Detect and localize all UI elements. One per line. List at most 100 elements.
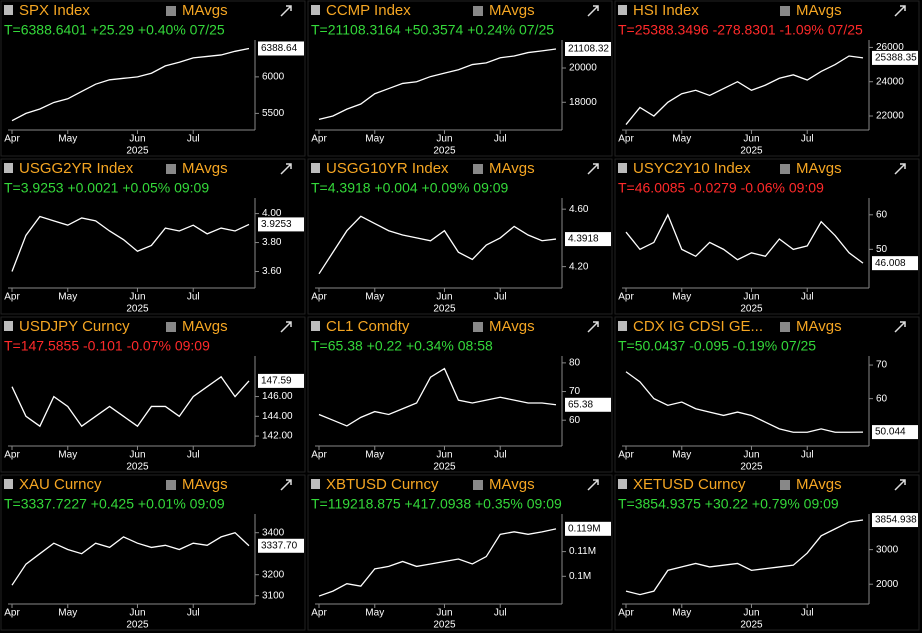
x-tick-label: May: [58, 134, 77, 145]
x-tick-label: Jun: [743, 608, 759, 619]
legend-text[interactable]: MAvgs: [182, 318, 228, 335]
y-tick-label: 22000: [876, 111, 904, 122]
panel-title[interactable]: USGG2YR Index: [19, 160, 134, 177]
legend-text[interactable]: MAvgs: [796, 160, 842, 177]
last-value-box: [565, 521, 611, 536]
panel-title[interactable]: HSI Index: [633, 2, 699, 19]
legend-text[interactable]: MAvgs: [796, 318, 842, 335]
legend-text[interactable]: MAvgs: [489, 160, 535, 177]
x-tick-label: Jul: [801, 292, 814, 303]
x-axis-label: 2025: [740, 620, 763, 631]
expand-icon[interactable]: [587, 321, 599, 333]
expand-icon[interactable]: [280, 479, 292, 491]
last-value-label: 25388.35: [875, 53, 917, 64]
legend-swatch: [166, 6, 176, 16]
x-tick-label: May: [365, 450, 384, 461]
legend-text[interactable]: MAvgs: [489, 476, 535, 493]
title-marker: [4, 163, 13, 173]
x-tick-label: Jun: [743, 292, 759, 303]
last-value-label: 3854.938: [875, 515, 917, 526]
x-tick-label: May: [365, 134, 384, 145]
expand-icon[interactable]: [894, 5, 906, 17]
expand-icon[interactable]: [894, 163, 906, 175]
legend-swatch: [166, 480, 176, 490]
price-line: [318, 528, 557, 597]
y-tick-label: 0.1M: [569, 571, 591, 582]
x-axis-label: 2025: [126, 620, 149, 631]
x-tick-label: Apr: [618, 292, 634, 303]
x-tick-label: May: [672, 134, 691, 145]
price-line: [11, 47, 250, 122]
x-tick-label: Jul: [801, 450, 814, 461]
expand-icon[interactable]: [894, 321, 906, 333]
x-tick-label: Jun: [129, 608, 145, 619]
x-tick-label: Jul: [494, 608, 507, 619]
title-marker: [618, 321, 627, 331]
x-axis-label: 2025: [740, 462, 763, 473]
title-marker: [311, 321, 320, 331]
x-tick-label: Apr: [311, 450, 327, 461]
legend-text[interactable]: MAvgs: [182, 160, 228, 177]
legend-text[interactable]: MAvgs: [796, 2, 842, 19]
y-tick-label: 24000: [876, 76, 904, 87]
panel-title[interactable]: CDX IG CDSI GE...: [633, 318, 763, 335]
legend-swatch: [780, 480, 790, 490]
legend-swatch: [166, 322, 176, 332]
last-value-label: 46.008: [875, 258, 906, 269]
y-tick-label: 70: [569, 386, 581, 397]
panel-title[interactable]: XBTUSD Curncy: [326, 476, 439, 493]
x-tick-label: Jun: [743, 134, 759, 145]
x-tick-label: Apr: [4, 450, 20, 461]
title-marker: [311, 479, 320, 489]
expand-icon[interactable]: [587, 479, 599, 491]
legend-text[interactable]: MAvgs: [182, 2, 228, 19]
panel-title[interactable]: CL1 Comdty: [326, 318, 410, 335]
legend-text[interactable]: MAvgs: [489, 2, 535, 19]
panel-title[interactable]: XETUSD Curncy: [633, 476, 746, 493]
x-tick-label: May: [365, 292, 384, 303]
x-tick-label: Jun: [743, 450, 759, 461]
expand-icon[interactable]: [280, 5, 292, 17]
last-value-label: 3337.70: [261, 540, 298, 551]
stats-line: T=65.38 +0.22 +0.34% 08:58: [311, 338, 493, 354]
stats-line: T=25388.3496 -278.8301 -1.09% 07/25: [618, 22, 863, 38]
title-marker: [311, 163, 320, 173]
y-tick-label: 144.00: [262, 411, 293, 422]
y-tick-label: 6000: [262, 72, 285, 83]
expand-icon[interactable]: [587, 5, 599, 17]
title-marker: [4, 321, 13, 331]
x-tick-label: May: [672, 450, 691, 461]
x-tick-label: Apr: [4, 608, 20, 619]
panel-title[interactable]: USGG10YR Index: [326, 160, 449, 177]
panel-title[interactable]: XAU Curncy: [19, 476, 102, 493]
legend-text[interactable]: MAvgs: [182, 476, 228, 493]
x-tick-label: Jun: [129, 134, 145, 145]
x-tick-label: Jun: [129, 292, 145, 303]
legend-swatch: [473, 480, 483, 490]
panel-title[interactable]: USYC2Y10 Index: [633, 160, 751, 177]
legend-text[interactable]: MAvgs: [796, 476, 842, 493]
expand-icon[interactable]: [280, 163, 292, 175]
stats-line: T=147.5855 -0.101 -0.07% 09:09: [4, 338, 210, 354]
x-tick-label: May: [58, 608, 77, 619]
stats-line: T=3854.9375 +30.22 +0.79% 09:09: [618, 496, 839, 512]
x-tick-label: Jun: [129, 450, 145, 461]
x-axis-label: 2025: [740, 304, 763, 315]
legend-text[interactable]: MAvgs: [489, 318, 535, 335]
last-value-box: [872, 50, 918, 65]
expand-icon[interactable]: [894, 479, 906, 491]
x-axis-label: 2025: [433, 146, 456, 157]
panel-title[interactable]: SPX Index: [19, 2, 90, 19]
price-line: [11, 531, 250, 586]
x-axis-label: 2025: [433, 304, 456, 315]
y-tick-label: 60: [876, 209, 888, 220]
stats-line: T=21108.3164 +50.3574 +0.24% 07/25: [311, 22, 554, 38]
last-value-box: [565, 397, 611, 412]
panel-title[interactable]: CCMP Index: [326, 2, 411, 19]
expand-icon[interactable]: [280, 321, 292, 333]
x-tick-label: Jun: [436, 134, 452, 145]
x-tick-label: Apr: [311, 608, 327, 619]
expand-icon[interactable]: [587, 163, 599, 175]
panel-title[interactable]: USDJPY Curncy: [19, 318, 130, 335]
